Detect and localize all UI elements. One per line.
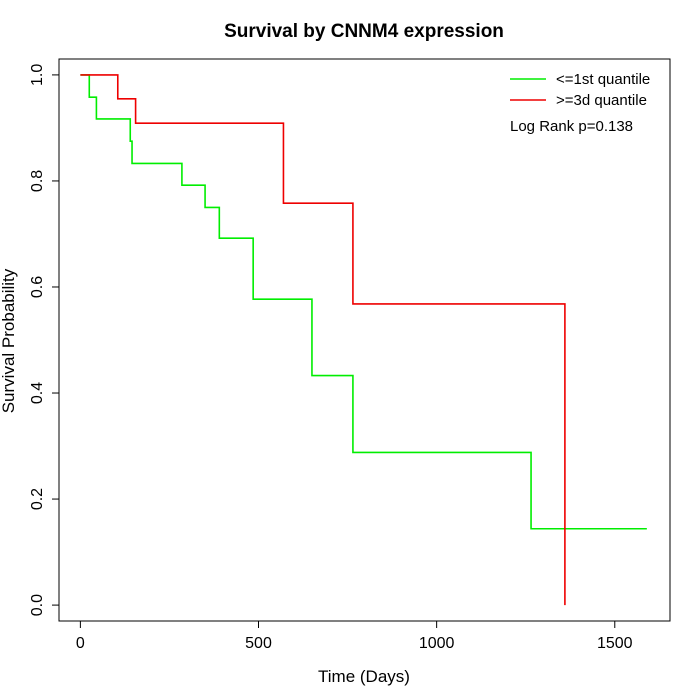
x-tick-label: 500 <box>245 635 272 652</box>
y-tick-label: 0.8 <box>29 170 46 192</box>
y-axis-label: Survival Probability <box>0 268 18 413</box>
y-tick-label: 0.2 <box>29 488 46 510</box>
series-line-1 <box>80 74 566 606</box>
y-tick-label: 0.6 <box>29 276 46 298</box>
x-axis-label: Time (Days) <box>318 667 410 686</box>
x-tick-label: 1500 <box>597 635 633 652</box>
legend-label-high: >=3d quantile <box>556 92 647 109</box>
y-tick-label: 0.0 <box>29 594 46 616</box>
legend: <=1st quantile >=3d quantile Log Rank p=… <box>510 71 650 135</box>
x-tick-label: 1000 <box>419 635 455 652</box>
y-axis: 0.0 0.2 0.4 0.6 0.8 1.0 <box>29 64 59 616</box>
x-tick-label: 0 <box>76 635 85 652</box>
series-layer <box>80 74 647 606</box>
y-tick-label: 1.0 <box>29 64 46 86</box>
series-line-0 <box>80 74 647 530</box>
legend-label-low: <=1st quantile <box>556 71 650 88</box>
plot-frame <box>58 58 671 622</box>
log-rank-annotation: Log Rank p=0.138 <box>510 118 633 135</box>
x-axis: 0 500 1000 1500 <box>76 621 633 652</box>
chart-title: Survival by CNNM4 expression <box>224 21 504 42</box>
y-tick-label: 0.4 <box>29 382 46 404</box>
